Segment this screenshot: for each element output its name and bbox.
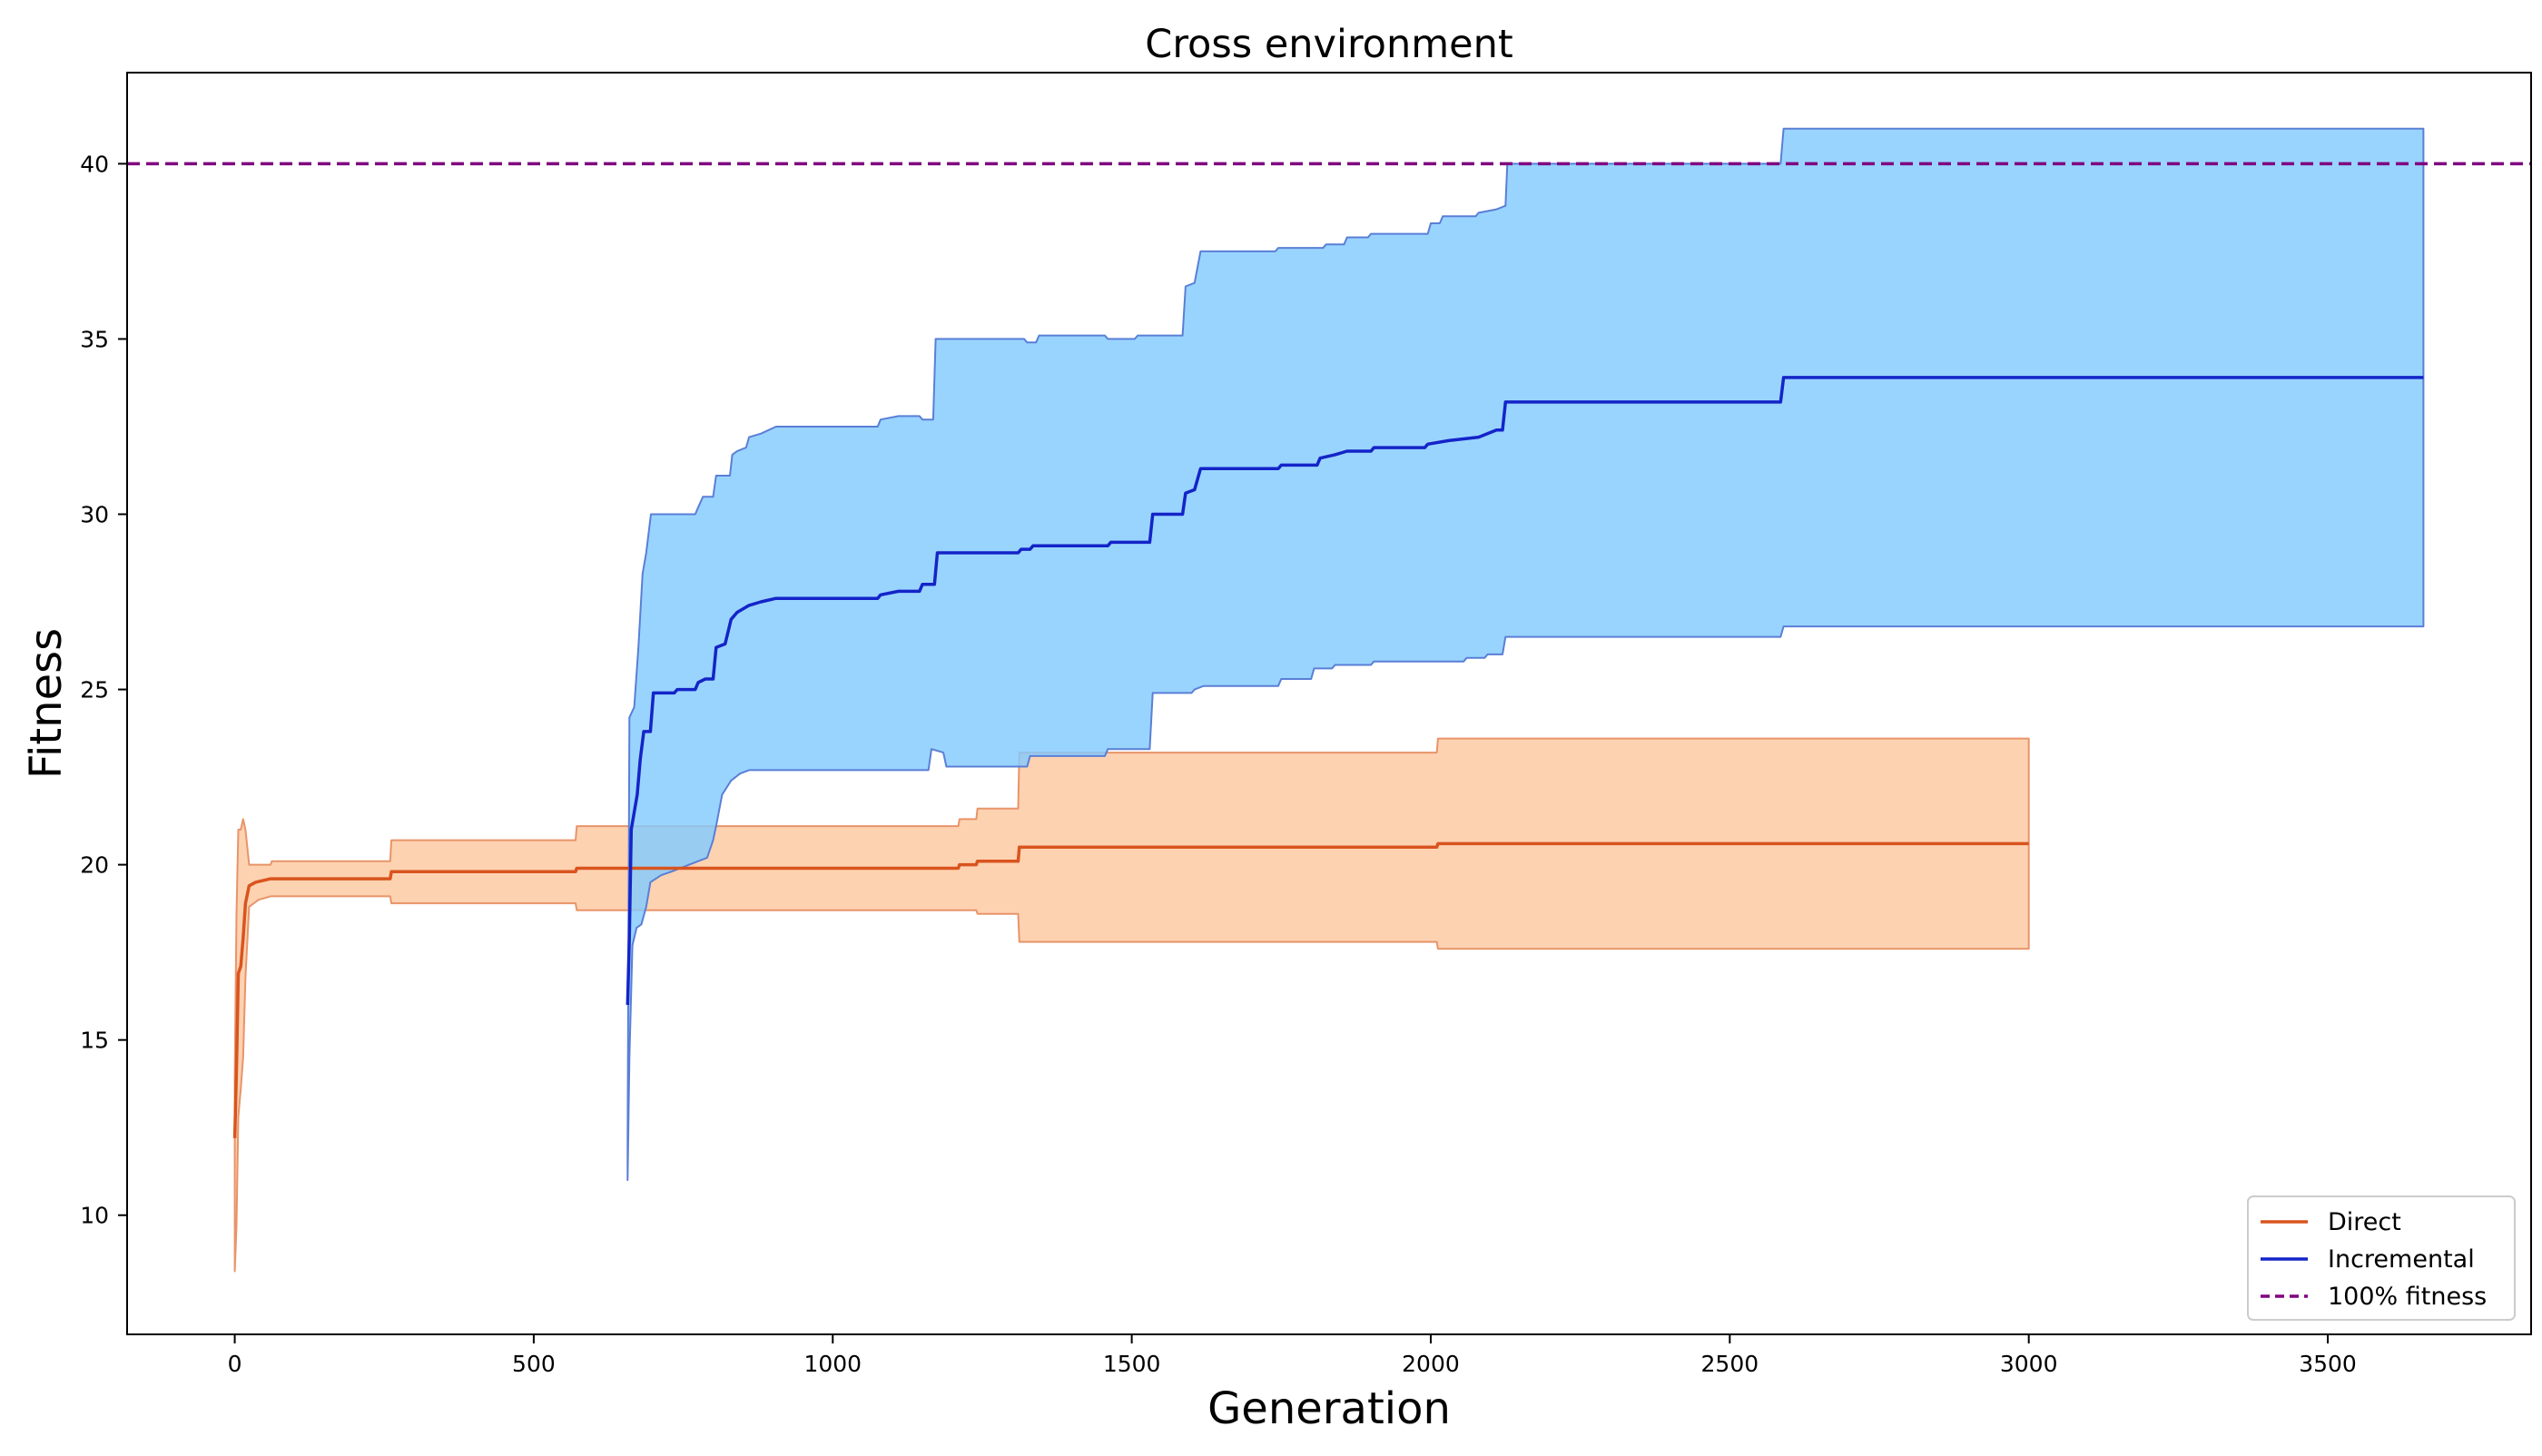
legend-label-direct: Direct	[2328, 1208, 2401, 1236]
x-axis-label: Generation	[1207, 1383, 1451, 1434]
x-tick-label-1500: 1500	[1103, 1351, 1161, 1377]
confidence-bands	[233, 127, 2425, 1273]
y-tick-label-40: 40	[80, 151, 109, 177]
legend-box	[2247, 1195, 2516, 1321]
x-tick-label-2500: 2500	[1701, 1351, 1759, 1377]
x-tick-label-1000: 1000	[803, 1351, 862, 1377]
mean-lines	[232, 376, 2424, 1138]
plot-frame	[126, 72, 2532, 1335]
y-tick-label-15: 15	[80, 1028, 109, 1054]
band-direct	[233, 737, 2030, 1273]
chart-title: Cross environment	[1145, 22, 1512, 67]
legend-label-incremental: Incremental	[2328, 1245, 2475, 1274]
line-incremental	[626, 376, 2424, 1006]
y-tick-label-35: 35	[80, 326, 109, 352]
x-tick-label-3500: 3500	[2299, 1351, 2357, 1377]
y-axis-ticks: 10 15 20 25 30 35 40	[80, 151, 127, 1229]
legend-label-100-fitness: 100% fitness	[2328, 1283, 2487, 1311]
line-direct	[232, 841, 2029, 1138]
y-tick-label-20: 20	[80, 852, 109, 879]
band-incremental	[626, 127, 2425, 1182]
x-tick-label-3000: 3000	[2000, 1351, 2058, 1377]
y-tick-label-10: 10	[80, 1203, 109, 1229]
y-axis-label: Fitness	[21, 628, 72, 779]
x-axis-ticks: 0 500 1000 1500 2000 2500 3000 3500	[228, 1334, 2357, 1377]
y-tick-label-25: 25	[80, 677, 109, 703]
x-tick-label-2000: 2000	[1402, 1351, 1460, 1377]
x-tick-label-500: 500	[512, 1351, 556, 1377]
y-tick-label-30: 30	[80, 502, 109, 528]
legend: Direct Incremental 100% fitness	[2247, 1195, 2516, 1321]
x-tick-label-0: 0	[228, 1351, 242, 1377]
